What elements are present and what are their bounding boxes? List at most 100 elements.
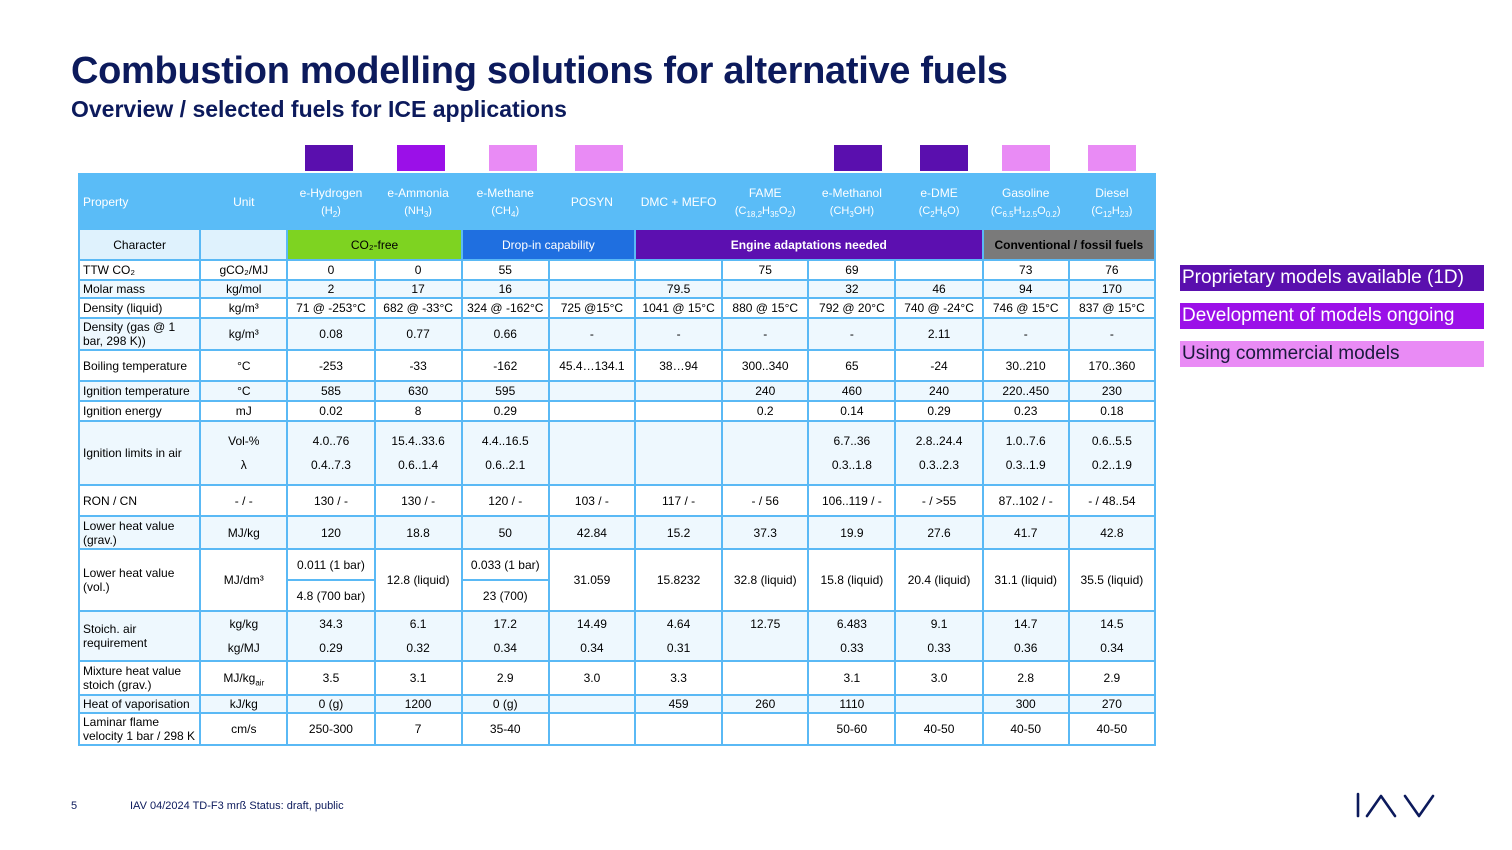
table-cell: 595 bbox=[460, 380, 550, 402]
table-cell: 170 bbox=[1067, 279, 1157, 299]
table-cell: 2.11 bbox=[894, 317, 984, 351]
table-row: Heat of vaporisation kJ/kg 0 (g) 1200 0 (g) 4… bbox=[77, 694, 1157, 714]
table-cell: 35.5 (liquid) bbox=[1067, 548, 1157, 612]
table-cell: 1110 bbox=[807, 694, 897, 714]
row-unit: kg/mol bbox=[199, 279, 289, 299]
table-row: Lower heat value (vol.) MJ/dm³ 0.011 (1 ba… bbox=[77, 548, 1157, 612]
table-cell: 6.1 0.32 bbox=[373, 610, 463, 662]
table-row: Molar mass kg/mol 2 17 16 79.5 32 46 94 170 bbox=[77, 279, 1157, 299]
row-unit: Vol-% λ bbox=[199, 420, 289, 486]
swatch-diesel bbox=[1088, 145, 1136, 171]
table-cell: 630 bbox=[373, 380, 463, 402]
row-property-label: Lower heat value (grav.) bbox=[77, 515, 202, 550]
table-cell: 837 @ 15°C bbox=[1067, 297, 1157, 319]
table-cell: 120 / - bbox=[460, 484, 550, 517]
header-fuel: e-Ammonia (NH3) bbox=[373, 173, 463, 230]
character-engine-adapt: Engine adaptations needed bbox=[634, 228, 984, 261]
table-cell bbox=[894, 694, 984, 714]
table-cell: 34.3 0.29 bbox=[286, 610, 376, 662]
table-cell bbox=[633, 712, 724, 746]
table-cell: 260 bbox=[721, 694, 810, 714]
row-property-label: Density (liquid) bbox=[77, 297, 202, 319]
table-cell: 0 bbox=[286, 259, 376, 281]
row-unit: gCO₂/MJ bbox=[199, 259, 289, 281]
row-unit: MJ/dm³ bbox=[199, 548, 289, 612]
header-row: Property Unit e-Hydrogen (H2) e-Ammonia (N… bbox=[77, 173, 1157, 230]
table-cell: 76 bbox=[1067, 259, 1157, 281]
character-co2-free: CO₂-free bbox=[286, 228, 463, 261]
table-cell: 300 bbox=[981, 694, 1070, 714]
row-property-label: Stoich. air requirement bbox=[77, 610, 202, 662]
row-property-label: Ignition temperature bbox=[77, 380, 202, 402]
row-unit: MJ/kgair bbox=[199, 660, 289, 696]
table-cell: 0.77 bbox=[373, 317, 463, 351]
table-cell: - bbox=[1067, 317, 1157, 351]
table-cell: 792 @ 20°C bbox=[807, 297, 897, 319]
table-cell: 31.1 (liquid) bbox=[981, 548, 1070, 612]
table-cell: 0.011 (1 bar) bbox=[286, 548, 376, 581]
legend-proprietary: Proprietary models available (1D) bbox=[1180, 265, 1484, 291]
table-cell: 270 bbox=[1067, 694, 1157, 714]
table-cell: 1200 bbox=[373, 694, 463, 714]
table-cell bbox=[721, 712, 810, 746]
table-cell: 37.3 bbox=[721, 515, 810, 550]
table-cell: 15.4..33.6 0.6..1.4 bbox=[373, 420, 463, 486]
table-cell: 585 bbox=[286, 380, 376, 402]
footer-text: IAV 04/2024 TD-F3 mrß Status: draft, pub… bbox=[130, 800, 344, 812]
table-cell bbox=[721, 660, 810, 696]
table-cell bbox=[633, 259, 724, 281]
row-unit: kg/m³ bbox=[199, 317, 289, 351]
table-cell: - / >55 bbox=[894, 484, 984, 517]
header-fuel: Gasoline (C6.5H12.5O0.2) bbox=[981, 173, 1070, 230]
table-cell: - / 56 bbox=[721, 484, 810, 517]
table-cell: 50 bbox=[460, 515, 550, 550]
table-cell: - bbox=[547, 317, 637, 351]
row-property-label: Heat of vaporisation bbox=[77, 694, 202, 714]
table-cell: 3.1 bbox=[807, 660, 897, 696]
table-cell: 0.23 bbox=[981, 400, 1070, 422]
table-cell: -33 bbox=[373, 349, 463, 382]
row-unit: - / - bbox=[199, 484, 289, 517]
table-row: Ignition energy mJ 0.02 8 0.29 0.2 0.14 0.29 0.2… bbox=[77, 400, 1157, 422]
table-cell: 1.0..7.6 0.3..1.9 bbox=[981, 420, 1070, 486]
table-cell bbox=[633, 380, 724, 402]
character-conventional: Conventional / fossil fuels bbox=[981, 228, 1157, 261]
table-row: TTW CO₂ gCO₂/MJ 0 0 55 75 69 73 76 bbox=[77, 259, 1157, 281]
swatch-e-hydrogen bbox=[305, 145, 353, 171]
row-property-label: TTW CO₂ bbox=[77, 259, 202, 281]
table-cell: 880 @ 15°C bbox=[721, 297, 810, 319]
character-unit-empty bbox=[199, 228, 289, 261]
table-row: Mixture heat value stoich (grav.) MJ/kgai… bbox=[77, 660, 1157, 696]
table-cell: 682 @ -33°C bbox=[373, 297, 463, 319]
table-cell: 6.483 0.33 bbox=[807, 610, 897, 662]
table-cell: 1041 @ 15°C bbox=[633, 297, 724, 319]
table-cell: 3.3 bbox=[633, 660, 724, 696]
table-cell: 170..360 bbox=[1067, 349, 1157, 382]
table-cell: 130 / - bbox=[373, 484, 463, 517]
row-unit: MJ/kg bbox=[199, 515, 289, 550]
table-cell: 15.2 bbox=[633, 515, 724, 550]
table-cell: 230 bbox=[1067, 380, 1157, 402]
table-cell bbox=[547, 259, 637, 281]
row-property-label: Mixture heat value stoich (grav.) bbox=[77, 660, 202, 696]
table-row: Ignition temperature °C 585 630 595 240 460 240… bbox=[77, 380, 1157, 402]
table-cell: 79.5 bbox=[633, 279, 724, 299]
table-cell: 106..119 / - bbox=[807, 484, 897, 517]
character-row: Character CO₂-free Drop-in capability En… bbox=[77, 228, 1157, 261]
header-fuel: e-Methane (CH4) bbox=[460, 173, 550, 230]
table-cell bbox=[547, 400, 637, 422]
table-cell: 32.8 (liquid) bbox=[721, 548, 810, 612]
header-fuel: DMC + MEFO bbox=[633, 173, 724, 230]
row-property-label: Density (gas @ 1 bar, 298 K)) bbox=[77, 317, 202, 351]
table-cell: 120 bbox=[286, 515, 376, 550]
swatch-e-methanol bbox=[834, 145, 882, 171]
legend-development: Development of models ongoing bbox=[1180, 303, 1484, 329]
table-cell: 69 bbox=[807, 259, 897, 281]
table-cell: - / 48..54 bbox=[1067, 484, 1157, 517]
table-cell: 0 (g) bbox=[460, 694, 550, 714]
table-cell: 220..450 bbox=[981, 380, 1070, 402]
table-cell: 9.1 0.33 bbox=[894, 610, 984, 662]
table-cell: - bbox=[633, 317, 724, 351]
table-cell: 12.8 (liquid) bbox=[373, 548, 463, 612]
table-cell: 50-60 bbox=[807, 712, 897, 746]
